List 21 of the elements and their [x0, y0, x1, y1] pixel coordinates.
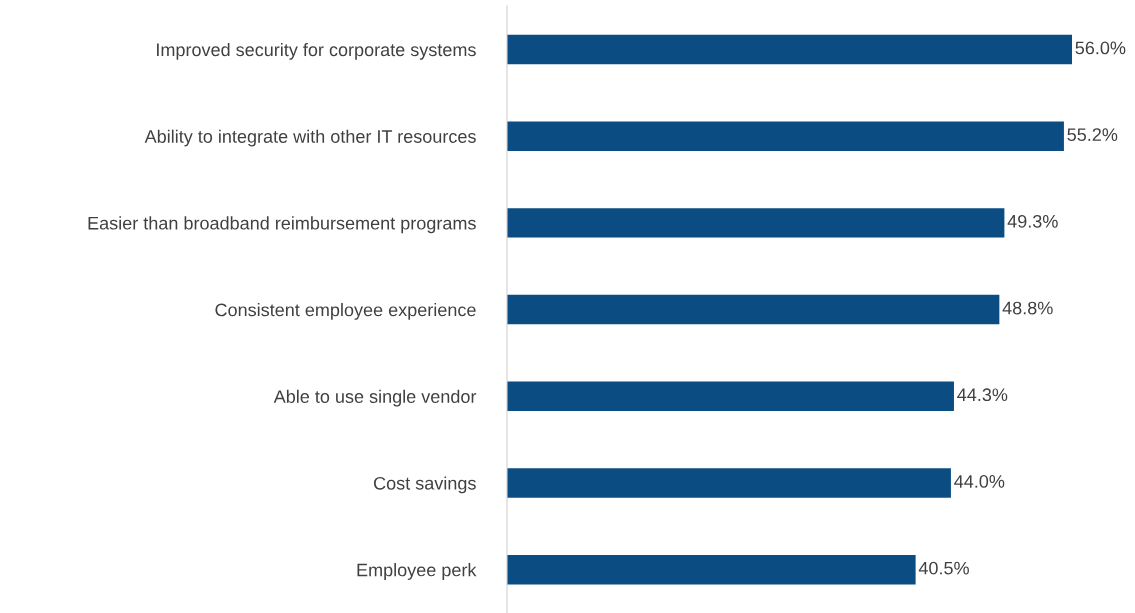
bar: [507, 34, 1072, 65]
bar: [507, 554, 916, 585]
y-tick-label: Consistent employee experience: [215, 303, 476, 320]
y-tick-label: Improved security for corporate systems: [157, 42, 476, 60]
bar: [507, 468, 951, 498]
data-label: 48.8%: [1002, 301, 1053, 315]
bar: [507, 294, 1000, 325]
data-label: 55.2%: [1067, 128, 1118, 142]
y-tick-label: Cost savings: [374, 476, 476, 494]
data-label: 40.5%: [918, 561, 969, 575]
data-label: 44.0%: [954, 475, 1005, 488]
bar: [507, 121, 1064, 151]
y-tick-label: Ability to integrate with other IT resources: [144, 129, 476, 147]
data-label: 56.0%: [1075, 41, 1126, 55]
data-label: 49.3%: [1007, 214, 1058, 228]
data-label: 44.3%: [957, 388, 1008, 402]
bar: [507, 208, 1005, 238]
y-tick-label: Employee perk: [357, 563, 477, 580]
y-tick-label: Easier than broadband reimbursement programs: [88, 216, 476, 234]
bar: [507, 381, 954, 411]
y-tick-label: Able to use single vendor: [273, 389, 477, 407]
